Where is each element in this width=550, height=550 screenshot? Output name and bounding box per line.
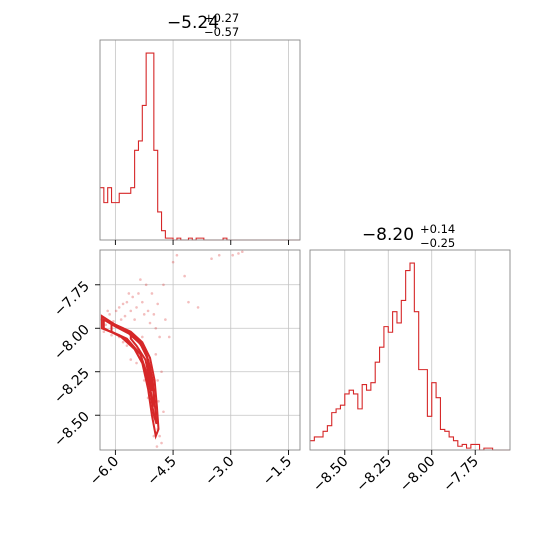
scatter-point	[217, 253, 221, 257]
scatter-point	[106, 309, 109, 313]
title-param1-value: −5.24	[167, 13, 219, 33]
scatter-point	[129, 358, 133, 361]
panel-frame-top-left	[99, 39, 301, 241]
histogram-line-param2	[310, 262, 510, 451]
x-tick-label: −1.5	[260, 454, 295, 489]
scatter-point	[148, 321, 152, 325]
x-tick-label: −8.50	[310, 454, 352, 496]
title-param2-value: −8.20	[362, 225, 414, 245]
panel-bottom-right-histogram: −8.50 −8.25 −8.00 −7.75 −8.20 +0.14 −0.25	[309, 222, 511, 496]
scatter-point	[150, 292, 154, 295]
scatter-point	[187, 300, 190, 304]
scatter-point	[171, 260, 175, 264]
scatter-point	[117, 306, 121, 309]
scatter-point	[164, 318, 167, 321]
scatter-point	[125, 344, 129, 347]
scatter-point	[141, 335, 144, 339]
scatter-point	[156, 379, 159, 382]
scatter-point	[135, 361, 138, 365]
scatter-point	[154, 326, 158, 330]
scatter-point	[146, 309, 150, 313]
scatter-point	[121, 340, 125, 344]
x-tick-label: −3.0	[202, 454, 237, 489]
title-param2-plus: +0.14	[420, 222, 455, 236]
y-tick-label: −8.25	[51, 365, 93, 407]
scatter-point	[119, 318, 123, 321]
scatter-point	[241, 250, 244, 254]
scatter-point	[133, 318, 136, 321]
y-tick-label: −8.00	[51, 322, 93, 364]
scatter-point	[162, 410, 165, 414]
scatter-point	[135, 306, 138, 309]
panel-frame-bottom-left	[99, 249, 301, 451]
scatter-point	[104, 323, 108, 327]
scatter-point	[127, 292, 131, 295]
y-tick-label: −7.75	[51, 278, 93, 320]
scatter-point	[123, 314, 127, 318]
scatter-point	[160, 441, 163, 445]
title-param1-minus: −0.57	[204, 25, 239, 39]
scatter-point	[231, 253, 234, 257]
scatter-point	[125, 300, 129, 304]
panel-frame-bottom-right	[309, 249, 511, 451]
scatter-point	[131, 295, 134, 299]
y-tick-label: −8.50	[51, 409, 93, 451]
scatter-point	[154, 353, 158, 356]
scatter-point	[175, 253, 179, 257]
x-tick-label: −4.5	[145, 454, 180, 489]
panel-top-left-histogram: −5.24 +0.27 −0.57	[99, 11, 301, 245]
scatter-point	[157, 400, 160, 403]
scatter-point	[237, 252, 240, 255]
title-param2-minus: −0.25	[420, 236, 455, 250]
contour-level	[102, 317, 158, 425]
x-tick-label: −7.75	[440, 454, 482, 496]
scatter-point	[110, 333, 113, 337]
scatter-point	[129, 309, 133, 313]
x-tick-label: −8.00	[397, 454, 439, 496]
x-tick-label: −8.25	[353, 454, 395, 496]
scatter-point	[152, 313, 156, 316]
scatter-point	[102, 330, 106, 334]
histogram-line-param1	[100, 52, 300, 241]
scatter-point	[167, 335, 171, 339]
scatter-point	[183, 274, 186, 278]
panel-bottom-left-scatter: −6.0 −4.5 −3.0 −1.5 −7.75−8.00−8.25−8.50	[51, 249, 301, 489]
scatter-point	[158, 434, 161, 438]
x-tick-label: −6.0	[87, 454, 122, 489]
contour-level	[129, 331, 154, 392]
title-param1-plus: +0.27	[204, 11, 239, 25]
scatter-point	[137, 292, 140, 295]
scatter-point	[121, 302, 125, 306]
scatter-point	[141, 300, 144, 304]
title-param1: −5.24	[167, 13, 219, 33]
title-param2: −8.20	[362, 225, 414, 245]
scatter-point	[196, 306, 200, 309]
scatter-point	[142, 313, 146, 316]
scatter-point	[156, 302, 159, 306]
scatter-point	[152, 434, 156, 438]
scatter-point	[144, 283, 148, 287]
scatter-point	[162, 283, 165, 287]
scatter-point	[139, 278, 142, 281]
scatter-point	[142, 379, 146, 382]
scatter-point	[158, 335, 161, 339]
scatter-point	[114, 309, 118, 313]
scatter-point	[108, 313, 111, 316]
scatter-point	[155, 445, 159, 448]
scatter-point	[210, 257, 213, 260]
scatter-point	[160, 370, 163, 374]
